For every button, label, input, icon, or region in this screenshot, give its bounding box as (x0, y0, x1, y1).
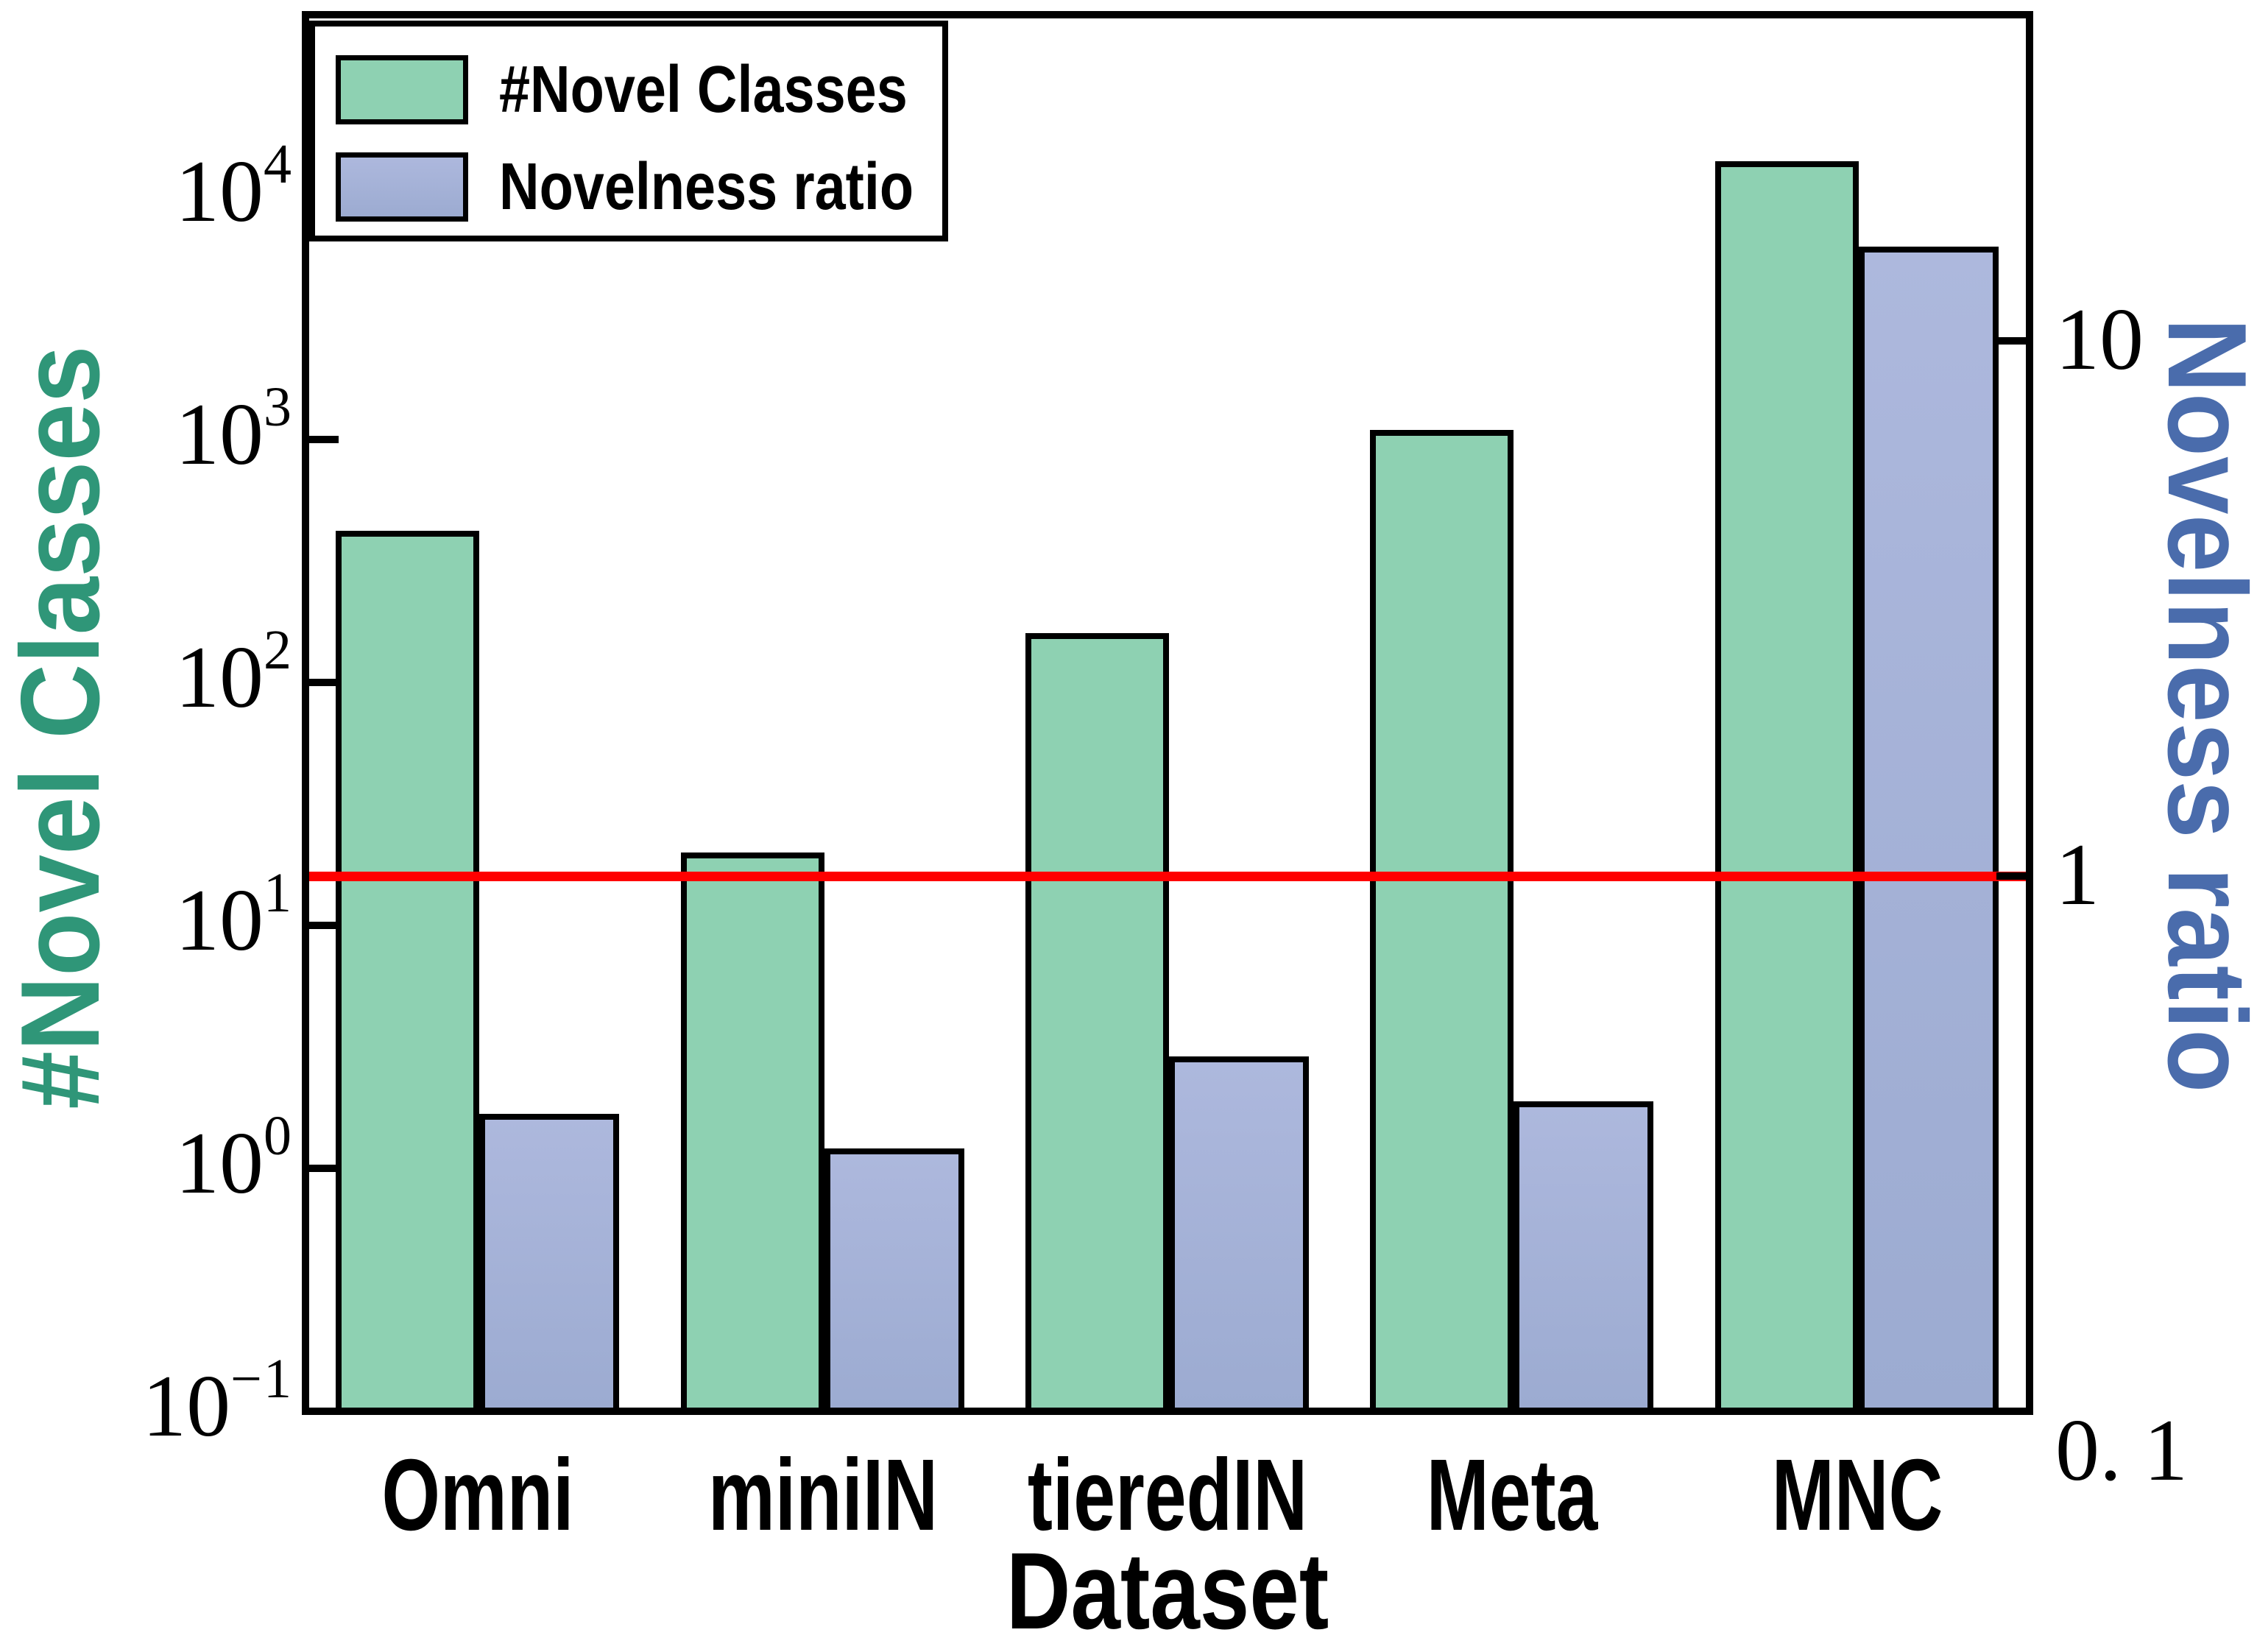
right-spine (2026, 11, 2033, 1415)
x-axis-title: Dataset (1006, 1531, 1329, 1652)
left-y-tick-label: 100 (175, 1105, 293, 1212)
right-axis-title: Novelness ratio (2144, 317, 2257, 1093)
x-tick-label-miniIN: miniIN (707, 1439, 938, 1552)
legend-swatch-novelness-ratio (336, 152, 468, 222)
left-spine (302, 11, 309, 1415)
left-axis-title: #Novel Classes (0, 345, 123, 1109)
right-y-tick-label: 1 (2055, 825, 2099, 924)
left-y-tick (305, 679, 339, 687)
left-y-tick (305, 1165, 339, 1173)
bar-novelness-ratio-Meta (1514, 1101, 1654, 1415)
right-y-tick (1996, 872, 2030, 880)
x-tick-label-Meta: Meta (1427, 1439, 1598, 1552)
left-y-tick (305, 922, 339, 930)
legend-swatch-novel-classes (336, 55, 468, 124)
bar-novelness-ratio-MNC (1858, 247, 1999, 1415)
right-y-tick (1996, 1408, 2030, 1415)
bottom-spine (302, 1408, 2033, 1415)
left-y-tick-label: 103 (175, 376, 293, 484)
bar-novelness-ratio-miniIN (824, 1148, 964, 1415)
left-y-tick-label: 102 (175, 619, 293, 727)
bar-novel-classes-miniIN (680, 852, 824, 1415)
legend-label-novel-classes: #Novel Classes (499, 53, 908, 127)
bar-novel-classes-MNC (1714, 161, 1859, 1415)
top-spine (302, 11, 2033, 18)
bar-novel-classes-tieredIN (1025, 632, 1169, 1415)
legend-item-novelness-ratio: Novelness ratio (336, 138, 942, 236)
reference-line-ratio-1 (305, 872, 2030, 882)
bar-novelness-ratio-tieredIN (1169, 1056, 1309, 1415)
left-y-tick-label: 101 (175, 862, 293, 970)
right-y-tick-label: 0. 1 (2055, 1401, 2188, 1499)
left-y-tick (305, 436, 339, 444)
legend-item-novel-classes: #Novel Classes (336, 41, 942, 138)
right-y-tick (1996, 337, 2030, 345)
legend: #Novel Classes Novelness ratio (309, 21, 948, 241)
bar-novel-classes-Omni (336, 530, 480, 1415)
x-tick-label-MNC: MNC (1771, 1439, 1943, 1552)
legend-label-novelness-ratio: Novelness ratio (499, 150, 914, 224)
left-y-tick-label: 10−1 (142, 1348, 293, 1455)
left-y-tick (305, 1408, 339, 1415)
bar-novelness-ratio-Omni (479, 1113, 620, 1415)
bar-novel-classes-Meta (1370, 429, 1514, 1415)
x-tick-label-tieredIN: tieredIN (1027, 1439, 1308, 1552)
x-tick-label-Omni: Omni (381, 1439, 574, 1552)
right-y-tick-label: 10 (2055, 290, 2144, 389)
left-y-tick-label: 104 (175, 133, 293, 241)
